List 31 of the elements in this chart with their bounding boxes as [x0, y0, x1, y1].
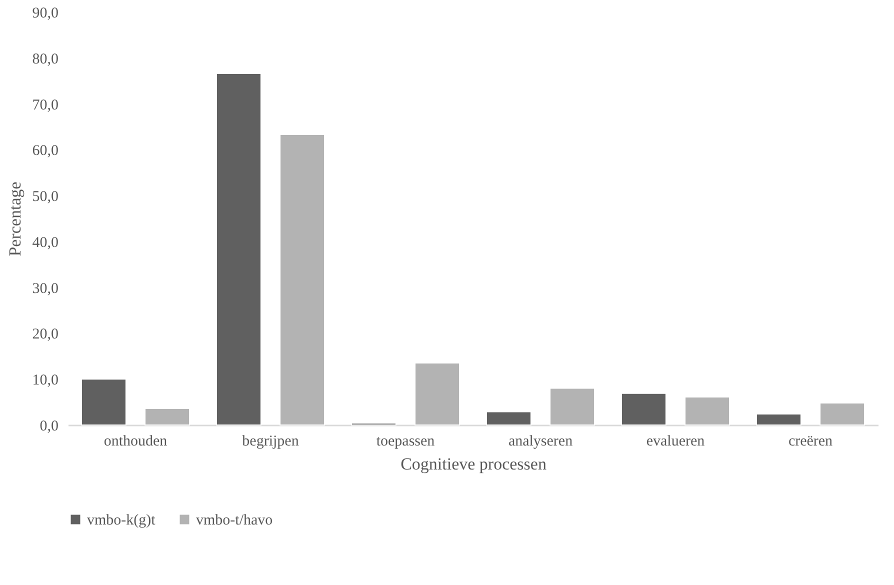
y-tick-label: 20,0: [32, 326, 58, 343]
bar: [216, 72, 262, 426]
y-tick-label: 40,0: [32, 234, 58, 251]
y-tick-label: 0,0: [40, 418, 58, 434]
bar: [756, 413, 802, 426]
bar: [144, 408, 190, 426]
legend-label: vmbo-t/havo: [196, 512, 273, 529]
y-axis-title: Percentage: [5, 182, 24, 256]
bar: [550, 388, 595, 426]
x-tick-label: begrijpen: [242, 434, 300, 450]
x-tick-label: evalueren: [646, 434, 706, 450]
y-tick-label: 70,0: [32, 97, 58, 114]
bar: [621, 392, 666, 426]
y-tick-label: 30,0: [32, 280, 58, 297]
y-tick-label: 60,0: [32, 143, 58, 160]
legend-label: vmbo-k(g)t: [87, 512, 156, 529]
y-tick-label: 90,0: [32, 6, 58, 22]
bar: [684, 396, 730, 426]
x-tick-label: toepassen: [376, 434, 436, 450]
bar: [81, 378, 126, 426]
x-tick-label: onthouden: [104, 434, 168, 450]
x-axis-title: Cognitieve processen: [400, 454, 547, 474]
y-tick-label: 50,0: [32, 189, 58, 206]
bar: [820, 402, 865, 426]
y-tick-label: 80,0: [32, 51, 58, 68]
bar: [414, 362, 460, 426]
bar: [280, 134, 325, 426]
bar: [486, 411, 532, 426]
x-tick-label: creëren: [788, 434, 834, 450]
y-tick-label: 10,0: [32, 372, 58, 389]
x-tick-label: analyseren: [508, 434, 574, 450]
